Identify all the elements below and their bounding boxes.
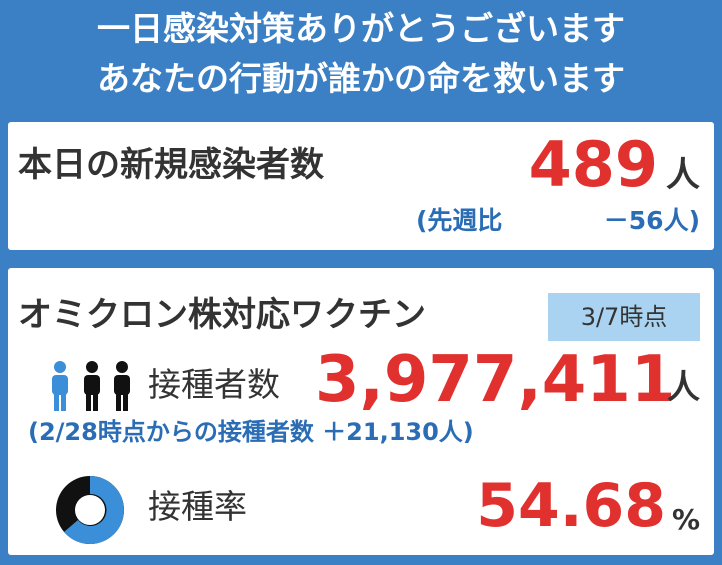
rate-label: 接種率 [148, 487, 247, 526]
header-line: 一日感染対策ありがとうございます [97, 9, 625, 48]
unit: 人 [666, 155, 700, 195]
date-box [548, 293, 700, 341]
comparison-label: (先週比 [416, 206, 503, 235]
rate-icon [56, 476, 124, 544]
panel-title: 本日の新規感染者数 [18, 145, 324, 185]
unit: 人 [667, 367, 700, 406]
increase-note: (2/28時点からの接種者数 ＋21,130人) [28, 418, 474, 446]
new-cases-panel: 本日の新規感染者数 489 人 (先週比 －56人) [8, 122, 714, 250]
as-of-date: 3/7時点 [580, 303, 668, 331]
vaccine-panel: オミクロン株対応ワクチン 3/7時点 接種者数 3,977,411 人 (2/2… [8, 268, 714, 555]
vaccinated-label: 接種者数 [148, 365, 280, 404]
vaccinated-value: 3,977,411 [315, 343, 676, 417]
header-line: あなたの行動が誰かの命を救います [97, 59, 625, 98]
people-icon [52, 361, 130, 411]
new-cases-value: 489 [528, 128, 658, 201]
rate-value: 54.68 [476, 471, 666, 541]
comparison-value: －56人) [603, 206, 700, 235]
unit: % [671, 503, 700, 536]
panel-title: オミクロン株対応ワクチン [18, 295, 426, 335]
